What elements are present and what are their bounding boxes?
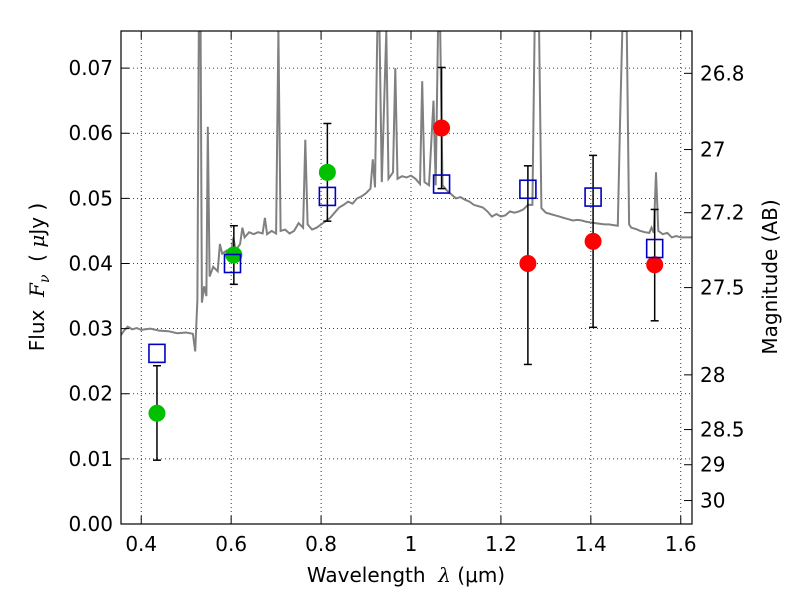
plot-content <box>121 31 692 461</box>
observed-nir-point <box>646 256 664 274</box>
model-photometry-point <box>148 343 166 364</box>
y-tick-label: 0.07 <box>68 56 113 80</box>
x-tick-label: 0.8 <box>305 532 337 556</box>
observed-optical-point <box>148 404 166 422</box>
y-tick-label: 0.04 <box>68 251 113 275</box>
model-photometry-point <box>223 253 242 274</box>
y-axis-title-prefix: Flux <box>25 297 49 351</box>
x-tick-label: 0.4 <box>125 532 157 556</box>
x-axis-title-prefix: Wavelength <box>307 563 438 587</box>
observed-nir-point <box>584 232 602 250</box>
model-sed-line <box>121 31 692 352</box>
y-axis-ticks: 0.00 0.01 0.02 0.03 0.04 0.05 0.06 0.07 <box>68 56 129 536</box>
y-axis-title-right: Magnitude (AB) <box>758 199 782 354</box>
observed-nir-point <box>433 119 451 137</box>
y-tick-label: 0.00 <box>68 512 113 536</box>
model-photometry-point <box>318 186 337 207</box>
x-tick-label: 1 <box>405 532 418 556</box>
x-axis-title-symbol: λ <box>437 563 451 587</box>
x-tick-label: 1.2 <box>485 532 517 556</box>
y-axis-title-subscript: ν <box>37 274 53 283</box>
x-axis-ticks: 0.4 0.6 0.8 1 1.2 1.4 1.6 <box>125 31 697 556</box>
right-tick-label: 27.5 <box>700 276 745 300</box>
y-tick-label: 0.06 <box>68 121 113 145</box>
model-photometry-point <box>584 187 602 207</box>
right-tick-label: 27.2 <box>700 201 745 225</box>
right-tick-label: 30 <box>700 489 725 513</box>
observed-optical-point <box>318 163 336 181</box>
x-axis-title: Wavelength λ (μm) <box>307 563 505 587</box>
y-axis-title-mid: ( <box>25 248 49 275</box>
right-tick-label: 28.5 <box>700 418 745 442</box>
right-tick-label: 26.8 <box>700 61 745 85</box>
y-axis-title-left: Flux Fν ( μJy ) <box>25 203 53 351</box>
y-axis-title-symbol: F <box>25 282 49 298</box>
model-photometry-point <box>432 174 451 194</box>
right-tick-label: 29 <box>700 453 725 477</box>
x-tick-label: 0.6 <box>215 532 247 556</box>
y-tick-label: 0.01 <box>68 447 113 471</box>
y-tick-label: 0.05 <box>68 186 113 210</box>
y-tick-label: 0.03 <box>68 317 113 341</box>
plot-area-background <box>121 31 692 524</box>
model-photometry-point <box>645 238 664 259</box>
x-tick-label: 1.6 <box>665 532 697 556</box>
right-tick-label: 27 <box>700 138 725 162</box>
observed-nir-point <box>519 254 537 272</box>
right-axis-ticks: 26.8 27 27.2 27.5 28 28.5 29 30 <box>684 61 745 513</box>
x-axis-title-unit: (μm) <box>451 563 505 587</box>
y-axis-title-mu: μ <box>25 235 49 248</box>
y-axis-title-unit: Jy ) <box>25 203 49 237</box>
model-photometry-point <box>519 179 537 200</box>
plot-frame <box>120 30 693 525</box>
right-tick-label: 28 <box>700 363 725 387</box>
y-tick-label: 0.02 <box>68 382 113 406</box>
x-tick-label: 1.4 <box>575 532 607 556</box>
